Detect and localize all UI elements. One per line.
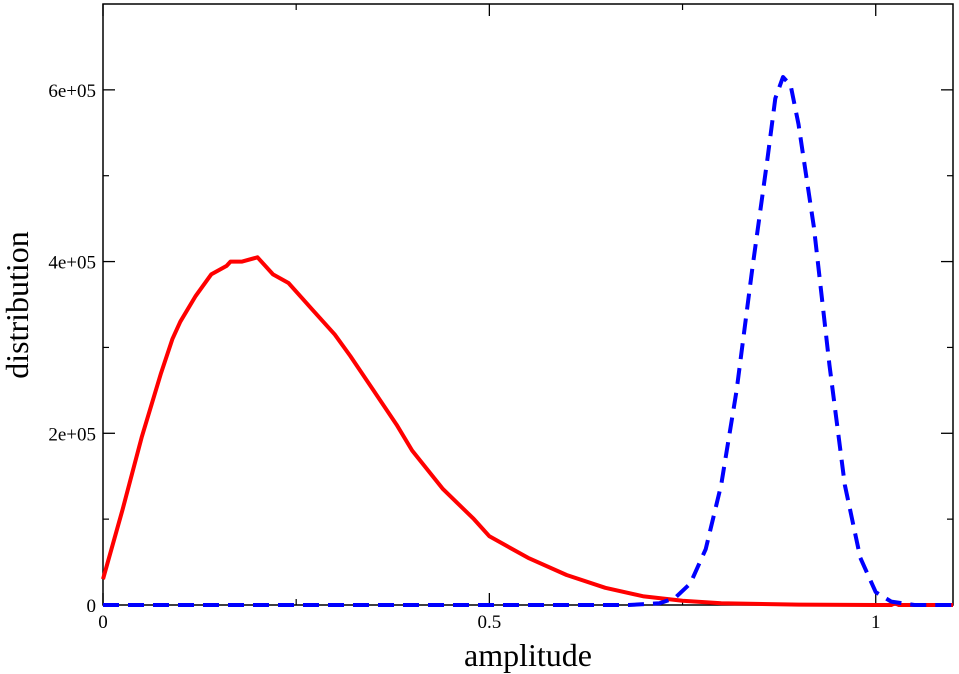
series-line-solid-red (101, 255, 953, 607)
series-layer (101, 75, 953, 607)
x-axis-label: amplitude (464, 637, 592, 673)
y-tick-label: 0 (87, 596, 97, 617)
x-tick-label: 1 (871, 612, 881, 633)
y-axis-label: distribution (0, 231, 35, 379)
plot-frame (102, 3, 954, 606)
x-tick-label: 0 (98, 612, 108, 633)
series-line-dashed-blue (103, 75, 953, 607)
y-tick-label: 4e+05 (48, 253, 96, 274)
axis-tick-labels: 0 0.5 1 0 2e+05 4e+05 6e+05 (48, 81, 880, 633)
y-tick-label: 2e+05 (48, 424, 96, 445)
axis-ticks (102, 4, 953, 606)
x-tick-label: 0.5 (477, 612, 501, 633)
y-tick-label: 6e+05 (48, 81, 96, 102)
